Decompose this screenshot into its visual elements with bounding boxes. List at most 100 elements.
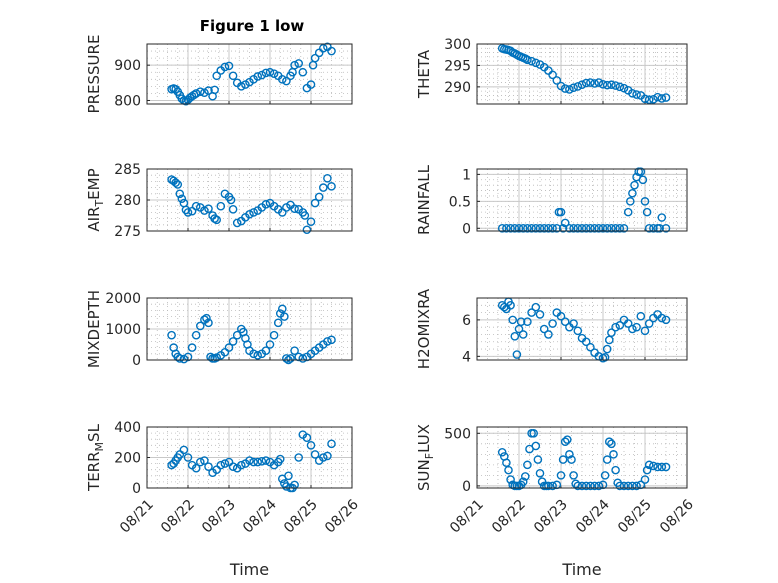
data-point: [529, 429, 539, 438]
data-point: [226, 195, 236, 205]
data-point: [187, 343, 197, 352]
y-axis-label: AIRTEMP: [85, 168, 106, 231]
data-point: [249, 349, 258, 359]
data-point: [302, 433, 312, 442]
data-point: [548, 319, 557, 328]
data-point: [204, 204, 213, 213]
data-point: [615, 321, 625, 330]
axes-box: [476, 426, 688, 489]
data-point: [257, 70, 267, 80]
data-point: [611, 322, 620, 332]
data-point: [249, 457, 258, 467]
data-point: [277, 304, 287, 314]
data-point: [565, 224, 574, 233]
data-point: [245, 209, 254, 219]
data-point: [195, 87, 205, 96]
data-point: [586, 78, 595, 87]
data-point: [539, 224, 549, 233]
data-point: [569, 83, 578, 93]
data-point: [177, 194, 187, 204]
data-point: [327, 182, 336, 191]
data-point: [644, 224, 654, 233]
data-point: [535, 310, 545, 319]
data-point: [563, 435, 572, 444]
axes-box: [146, 168, 353, 232]
data-point: [569, 319, 578, 328]
data-point: [573, 481, 583, 491]
data-point: [590, 79, 599, 88]
data-point: [179, 445, 189, 455]
data-point: [195, 457, 205, 467]
data-point: [531, 58, 541, 68]
x-tick-label: 08/21: [447, 497, 487, 537]
data-point: [644, 95, 654, 105]
data-point: [323, 173, 332, 183]
data-point: [556, 207, 566, 217]
data-point: [327, 439, 336, 449]
data-point: [644, 319, 654, 328]
y-axis-label: RAINFALL: [415, 164, 433, 235]
y-tick-label: 280: [114, 193, 141, 209]
data-point: [253, 72, 263, 81]
y-tick-label: 300: [444, 37, 471, 53]
data-point: [282, 482, 291, 491]
data-point: [607, 80, 616, 90]
data-point: [611, 81, 620, 90]
data-point: [310, 450, 320, 459]
data-point: [323, 451, 332, 461]
data-point: [273, 318, 283, 328]
data-point: [527, 308, 536, 317]
y-tick-label: 275: [114, 224, 141, 240]
data-point: [245, 456, 254, 465]
data-point: [556, 311, 566, 321]
data-point: [506, 475, 515, 484]
data-point: [523, 460, 532, 470]
data-point: [523, 317, 532, 327]
data-point: [212, 215, 221, 225]
data-point: [212, 71, 221, 81]
data-point: [306, 440, 316, 450]
y-tick-label: 800: [114, 93, 141, 109]
data-point: [261, 68, 271, 78]
data-point: [632, 90, 641, 99]
data-point: [567, 455, 576, 464]
data-point: [535, 468, 545, 478]
data-point: [628, 88, 637, 98]
data-point: [212, 353, 221, 362]
data-point: [535, 60, 545, 69]
data-point: [171, 178, 180, 187]
data-point: [298, 354, 308, 363]
data-point: [573, 326, 583, 336]
subplot-sun-flux: 0 500 SUNFLUX 08/21 08/22 08/23 08/24 08/25 08/2…: [415, 424, 697, 579]
data-point: [236, 82, 246, 91]
data-point: [204, 86, 213, 95]
subplot-theta: 290 295 300 THETA: [415, 37, 688, 105]
data-point: [628, 188, 637, 198]
data-point: [167, 330, 176, 340]
data-point: [175, 189, 185, 199]
data-point: [323, 337, 332, 346]
data-point: [548, 481, 557, 491]
data-point: [210, 85, 219, 95]
data-point: [277, 74, 287, 84]
data-point: [548, 224, 557, 233]
data-point: [506, 300, 515, 310]
data-point: [649, 94, 658, 104]
data-point: [560, 437, 570, 447]
data-point: [598, 79, 608, 89]
data-point: [558, 224, 568, 233]
y-tick-label: 500: [444, 426, 471, 442]
data-point: [306, 217, 316, 226]
data-point: [216, 201, 226, 211]
data-point: [628, 481, 637, 491]
data-point: [200, 206, 209, 215]
data-point: [506, 46, 515, 56]
data-point: [533, 455, 543, 464]
data-point: [626, 197, 635, 206]
data-point: [558, 455, 568, 464]
data-point: [609, 450, 618, 459]
axes-box: [146, 43, 353, 105]
data-point: [502, 224, 511, 233]
data-point: [623, 207, 633, 217]
data-point: [228, 71, 238, 81]
